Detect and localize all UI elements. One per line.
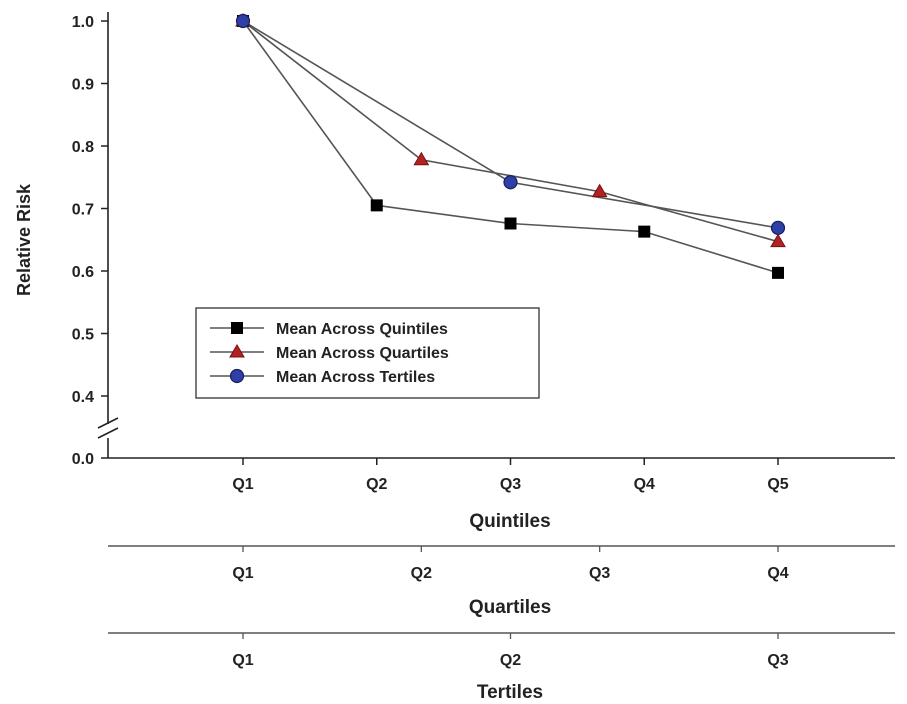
x-tick-label-quartiles: Q1 xyxy=(232,565,253,582)
y-axis-label: Relative Risk xyxy=(14,183,34,296)
y-tick-label: 0.6 xyxy=(72,264,94,281)
x-tick-label-tertiles: Q3 xyxy=(767,652,788,669)
data-point-quartiles xyxy=(413,151,430,166)
x-axis-title-tertiles: Tertiles xyxy=(477,682,543,703)
series-markers xyxy=(235,13,786,279)
y-tick-label: 0.8 xyxy=(72,139,94,156)
data-point-quintiles xyxy=(370,199,383,212)
y-tick-label: 0.7 xyxy=(72,202,94,219)
x-tick-label-quartiles: Q3 xyxy=(589,565,610,582)
data-point-quintiles xyxy=(504,217,517,230)
series-line-quintiles xyxy=(242,20,779,274)
x-tick-label-quartiles: Q4 xyxy=(767,565,788,582)
x-tick-label-quartiles: Q2 xyxy=(411,565,432,582)
data-point-tertiles xyxy=(235,13,251,29)
legend-marker-circle xyxy=(229,368,245,384)
legend-box xyxy=(195,307,540,399)
series-line-tertiles xyxy=(242,20,779,229)
x-axis-title-quartiles: Quartiles xyxy=(469,597,551,618)
legend-label: Mean Across Tertiles xyxy=(276,369,435,386)
y-axis-break-mark-2 xyxy=(97,427,119,439)
y-tick-label: 0.4 xyxy=(72,389,94,406)
x-tick-label-quintiles: Q3 xyxy=(500,476,521,493)
x-tick-label-quintiles: Q5 xyxy=(767,476,788,493)
y-tick-label: 0.9 xyxy=(72,77,94,94)
series-lines xyxy=(242,20,779,274)
data-point-quartiles xyxy=(591,183,608,198)
data-point-quintiles xyxy=(772,266,784,279)
y-tick-label: 0.5 xyxy=(72,327,94,344)
data-point-tertiles xyxy=(770,220,786,235)
legend-marker-square xyxy=(231,322,243,334)
legend-marker-triangle xyxy=(229,344,245,358)
legend-label: Mean Across Quartiles xyxy=(276,345,449,362)
axes-group: 0.0 0.4 0.5 0.6 0.7 0.8 0.9 1.0 Q1 Q2 Q3 Q4 Q5 Quinti… xyxy=(72,12,895,703)
y-axis-break-mark-1 xyxy=(97,417,119,429)
x-tick-label-quintiles: Q2 xyxy=(366,476,387,493)
x-tick-label-tertiles: Q1 xyxy=(232,652,253,669)
data-point-tertiles xyxy=(503,175,518,190)
legend-label: Mean Across Quintiles xyxy=(276,321,448,338)
data-point-quartiles xyxy=(770,233,786,248)
x-tick-label-quintiles: Q4 xyxy=(634,476,655,493)
x-tick-label-quintiles: Q1 xyxy=(232,476,253,493)
y-tick-label: 1.0 xyxy=(72,14,94,31)
legend: Mean Across Quintiles Mean Across Quartil… xyxy=(195,307,540,399)
x-axis-title-quintiles: Quintiles xyxy=(469,511,550,532)
data-point-quintiles xyxy=(638,225,651,238)
x-tick-label-tertiles: Q2 xyxy=(500,652,521,669)
y-tick-label: 0.0 xyxy=(72,451,94,468)
